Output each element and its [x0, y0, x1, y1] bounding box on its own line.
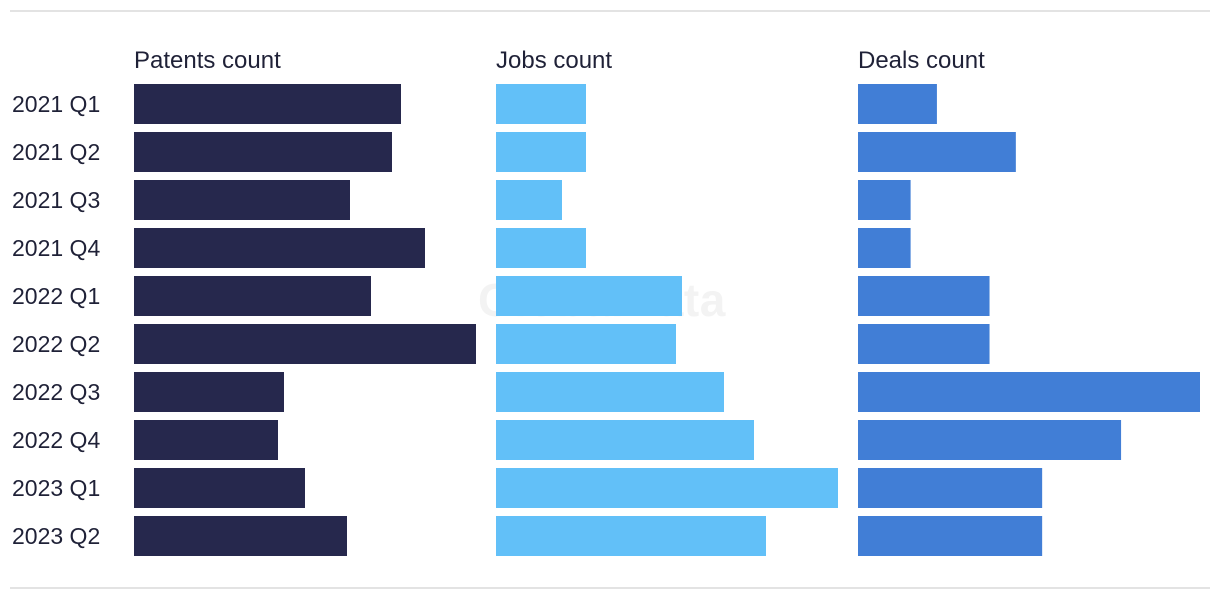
- category-label-2022-q1: 2022 Q1: [12, 283, 100, 309]
- bar-deals-count-2022-q2: [858, 324, 990, 364]
- category-label-2021-q1: 2021 Q1: [12, 91, 100, 117]
- top-divider: [10, 10, 1210, 12]
- bar-jobs-count-2021-q2: [496, 132, 586, 172]
- bar-deals-count-2021-q3: [858, 180, 911, 220]
- category-label-2022-q4: 2022 Q4: [12, 427, 100, 453]
- bar-patents-count-2022-q4: [134, 420, 278, 460]
- bar-deals-count-2022-q3: [858, 372, 1200, 412]
- bar-jobs-count-2023-q2: [496, 516, 766, 556]
- category-label-2023-q1: 2023 Q1: [12, 475, 100, 501]
- bottom-divider: [10, 587, 1210, 589]
- bar-patents-count-2022-q2: [134, 324, 476, 364]
- bar-jobs-count-2023-q1: [496, 468, 838, 508]
- category-label-2022-q3: 2022 Q3: [12, 379, 100, 405]
- panel-title-jobs-count: Jobs count: [496, 47, 612, 74]
- bar-deals-count-2021-q2: [858, 132, 1016, 172]
- category-label-2022-q2: 2022 Q2: [12, 331, 100, 357]
- bar-patents-count-2021-q3: [134, 180, 350, 220]
- bar-patents-count-2021-q2: [134, 132, 392, 172]
- bar-deals-count-2023-q1: [858, 468, 1043, 508]
- category-label-2021-q4: 2021 Q4: [12, 235, 100, 261]
- panel-title-deals-count: Deals count: [858, 47, 985, 74]
- bar-patents-count-2023-q1: [134, 468, 305, 508]
- bar-jobs-count-2021-q3: [496, 180, 562, 220]
- bar-deals-count-2023-q2: [858, 516, 1043, 556]
- bar-jobs-count-2022-q3: [496, 372, 724, 412]
- bar-patents-count-2023-q2: [134, 516, 347, 556]
- bar-jobs-count-2022-q2: [496, 324, 676, 364]
- bar-jobs-count-2021-q4: [496, 228, 586, 268]
- bar-patents-count-2021-q4: [134, 228, 425, 268]
- bar-deals-count-2021-q1: [858, 84, 937, 124]
- category-label-2023-q2: 2023 Q2: [12, 523, 100, 549]
- bar-patents-count-2022-q3: [134, 372, 284, 412]
- bar-deals-count-2022-q4: [858, 420, 1122, 460]
- bar-jobs-count-2021-q1: [496, 84, 586, 124]
- bar-patents-count-2021-q1: [134, 84, 401, 124]
- panel-title-patents-count: Patents count: [134, 47, 281, 74]
- category-label-2021-q3: 2021 Q3: [12, 187, 100, 213]
- bar-deals-count-2022-q1: [858, 276, 990, 316]
- bar-jobs-count-2022-q4: [496, 420, 754, 460]
- bar-jobs-count-2022-q1: [496, 276, 682, 316]
- bar-deals-count-2021-q4: [858, 228, 911, 268]
- bar-patents-count-2022-q1: [134, 276, 371, 316]
- category-label-2021-q2: 2021 Q2: [12, 139, 100, 165]
